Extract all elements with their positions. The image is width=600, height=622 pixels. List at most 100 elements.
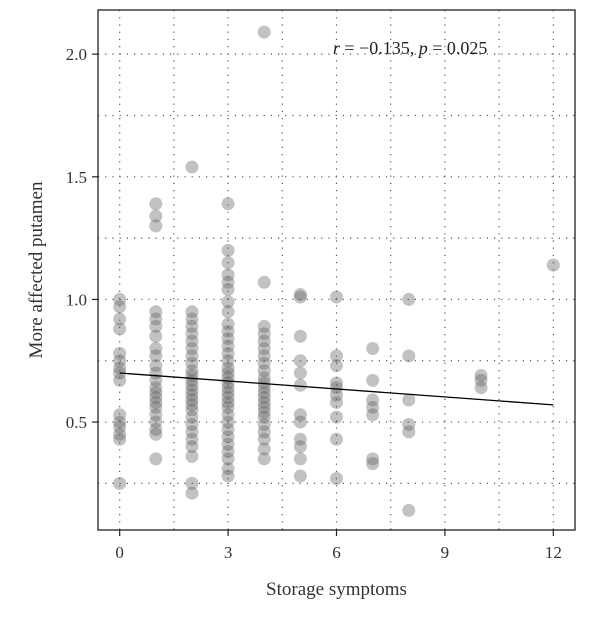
data-point: [149, 408, 163, 422]
data-point: [366, 373, 380, 387]
data-point: [546, 258, 560, 272]
x-tick-label: 9: [441, 543, 450, 562]
data-point: [293, 415, 307, 429]
data-point: [113, 346, 127, 360]
data-point: [185, 393, 199, 407]
data-point: [257, 327, 271, 341]
data-point: [366, 341, 380, 355]
data-point: [185, 383, 199, 397]
data-point: [257, 319, 271, 333]
data-point: [257, 405, 271, 419]
data-point: [257, 386, 271, 400]
data-point: [402, 425, 416, 439]
data-point: [185, 388, 199, 402]
data-point: [330, 410, 343, 424]
data-point: [149, 452, 163, 466]
data-point: [330, 388, 343, 402]
data-point: [257, 400, 271, 414]
x-tick-label: 3: [224, 543, 233, 562]
x-tick-label: 6: [332, 543, 341, 562]
data-point: [221, 268, 235, 282]
data-point: [330, 376, 343, 390]
data-point: [185, 160, 199, 174]
data-point: [185, 476, 199, 490]
data-point: [221, 391, 235, 405]
data-point: [113, 354, 127, 368]
data-point: [221, 283, 235, 297]
data-point: [185, 334, 199, 348]
data-point: [149, 341, 163, 355]
data-point: [221, 445, 235, 459]
data-point: [257, 452, 271, 466]
data-point: [221, 452, 235, 466]
data-point: [402, 418, 416, 432]
data-point: [185, 364, 199, 378]
data-point: [185, 440, 199, 454]
data-point: [149, 427, 163, 441]
data-point: [366, 393, 380, 407]
data-point: [257, 425, 271, 439]
data-point: [149, 312, 163, 326]
data-point: [185, 410, 199, 424]
data-point: [293, 366, 307, 380]
data-point: [221, 346, 235, 360]
data-point: [221, 275, 235, 289]
data-point: [185, 327, 199, 341]
data-point: [113, 312, 127, 326]
data-point: [330, 471, 343, 485]
data-point: [149, 422, 163, 436]
data-point: [221, 332, 235, 346]
data-point: [185, 305, 199, 319]
data-point: [113, 373, 127, 387]
y-tick-label: 0.5: [66, 413, 87, 432]
data-point: [149, 329, 163, 343]
p-value: = 0.025: [428, 38, 488, 58]
data-point: [402, 349, 416, 363]
data-point: [149, 305, 163, 319]
data-point: [113, 292, 127, 306]
data-point: [221, 381, 235, 395]
data-point: [221, 469, 235, 483]
data-point: [149, 359, 163, 373]
data-point: [293, 452, 307, 466]
data-point: [149, 381, 163, 395]
data-point: [330, 349, 343, 363]
data-point: [293, 408, 307, 422]
data-point: [221, 339, 235, 353]
data-point: [257, 364, 271, 378]
data-point: [149, 349, 163, 363]
data-point: [185, 432, 199, 446]
data-point: [185, 319, 199, 333]
data-point: [257, 418, 271, 432]
y-tick-label: 1.0: [66, 290, 87, 309]
data-point: [149, 386, 163, 400]
data-point: [185, 378, 199, 392]
data-point: [221, 366, 235, 380]
data-point: [221, 462, 235, 476]
data-point: [221, 415, 235, 429]
data-point: [149, 395, 163, 409]
data-point: [185, 398, 199, 412]
data-point: [257, 376, 271, 390]
data-point: [113, 415, 127, 429]
data-point: [113, 420, 127, 434]
data-point: [293, 290, 307, 304]
y-axis-ticks: 0.5 1.0 1.5 2.0: [66, 45, 98, 432]
data-point: [257, 391, 271, 405]
data-point: [474, 373, 488, 387]
p-symbol: p: [417, 38, 428, 58]
data-point: [185, 403, 199, 417]
data-point: [149, 319, 163, 333]
data-point: [185, 418, 199, 432]
data-point: [330, 290, 343, 304]
data-point: [221, 354, 235, 368]
data-point: [185, 349, 199, 363]
data-point: [113, 408, 127, 422]
data-point: [257, 395, 271, 409]
data-point: [330, 381, 343, 395]
data-point: [330, 432, 343, 446]
data-point: [257, 341, 271, 355]
data-point: [402, 393, 416, 407]
data-point: [221, 361, 235, 375]
data-point: [474, 381, 488, 395]
